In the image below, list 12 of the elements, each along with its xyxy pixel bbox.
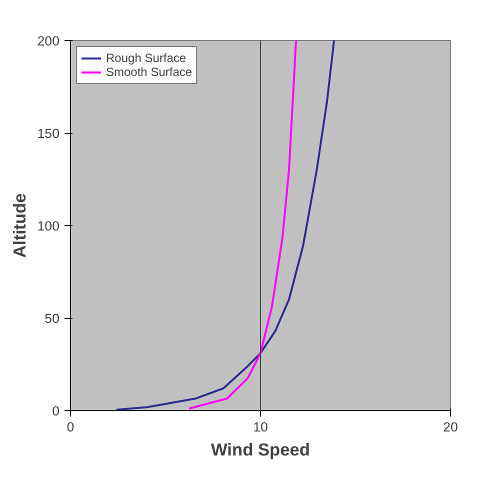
legend-label: Rough Surface bbox=[106, 51, 186, 65]
y-tick-label: 50 bbox=[44, 311, 60, 326]
x-axis-title: Wind Speed bbox=[211, 440, 310, 460]
x-tick-label: 20 bbox=[443, 420, 458, 434]
y-tick-label: 100 bbox=[37, 218, 60, 234]
y-tick-label: 150 bbox=[37, 126, 60, 141]
y-tick-label: 200 bbox=[37, 34, 60, 48]
x-tick-label: 10 bbox=[253, 420, 268, 434]
y-axis-title: Altitude bbox=[9, 192, 30, 258]
legend-label: Smooth Surface bbox=[106, 65, 192, 79]
x-tick-label: 0 bbox=[66, 420, 74, 434]
y-tick-label: 0 bbox=[52, 404, 60, 418]
